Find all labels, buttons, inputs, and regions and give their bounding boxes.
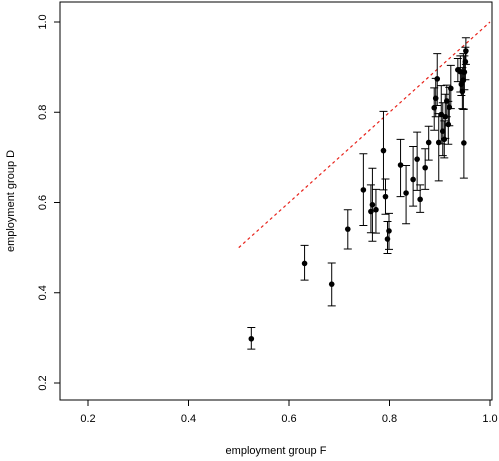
data-point [403,190,409,196]
data-point [380,147,387,154]
data-point [360,187,367,193]
data-point [328,281,335,287]
data-point [439,128,446,135]
data-point [344,226,351,232]
data-point [445,121,452,128]
data-point [442,113,449,120]
data-point [434,76,441,82]
data-point [432,95,439,102]
error-bar [409,146,418,207]
data-point [397,162,404,168]
y-axis-title: employment group D [5,150,17,252]
x-tick-label: 0.4 [181,413,196,425]
data-point [248,335,255,342]
x-axis-title: employment group F [226,445,327,457]
data-point [448,85,454,92]
error-bar [396,138,405,198]
data-point [446,104,453,111]
y-tick-label: 0.6 [37,195,49,210]
x-tick-label: 0.8 [382,413,397,425]
data-point [441,136,448,143]
data-point [368,208,374,215]
data-point [373,206,379,213]
y-tick-label: 1.0 [37,14,49,29]
y-tick-label: 0.4 [37,285,49,300]
data-point [301,260,308,267]
points-group [248,48,469,342]
reference-line [238,21,491,249]
data-point [417,196,423,203]
data-point [463,48,469,54]
data-point [410,176,416,183]
data-point [384,236,391,242]
data-point [386,228,392,234]
x-tick-label: 0.2 [80,413,95,425]
data-point [382,193,389,200]
data-point [461,140,467,146]
data-point [443,98,450,104]
data-point [462,58,469,65]
data-point [369,201,376,208]
x-tick-label: 0.6 [281,413,296,425]
data-point [431,104,438,111]
data-point [459,88,466,95]
x-axis: 0.2 0.4 0.6 0.8 1.0 [80,400,498,425]
y-tick-label: 0.2 [37,375,49,390]
x-tick-label: 1.0 [482,413,497,425]
y-tick-label: 0.8 [37,105,49,120]
data-point [422,164,428,171]
data-point [414,156,420,162]
data-point [461,69,468,75]
data-point [435,139,442,146]
y-axis: 0.2 0.4 0.6 0.8 1.0 [37,14,60,391]
data-point [425,139,432,146]
error-bars-group [247,37,470,350]
data-point [460,77,467,84]
plot-frame [59,1,493,401]
